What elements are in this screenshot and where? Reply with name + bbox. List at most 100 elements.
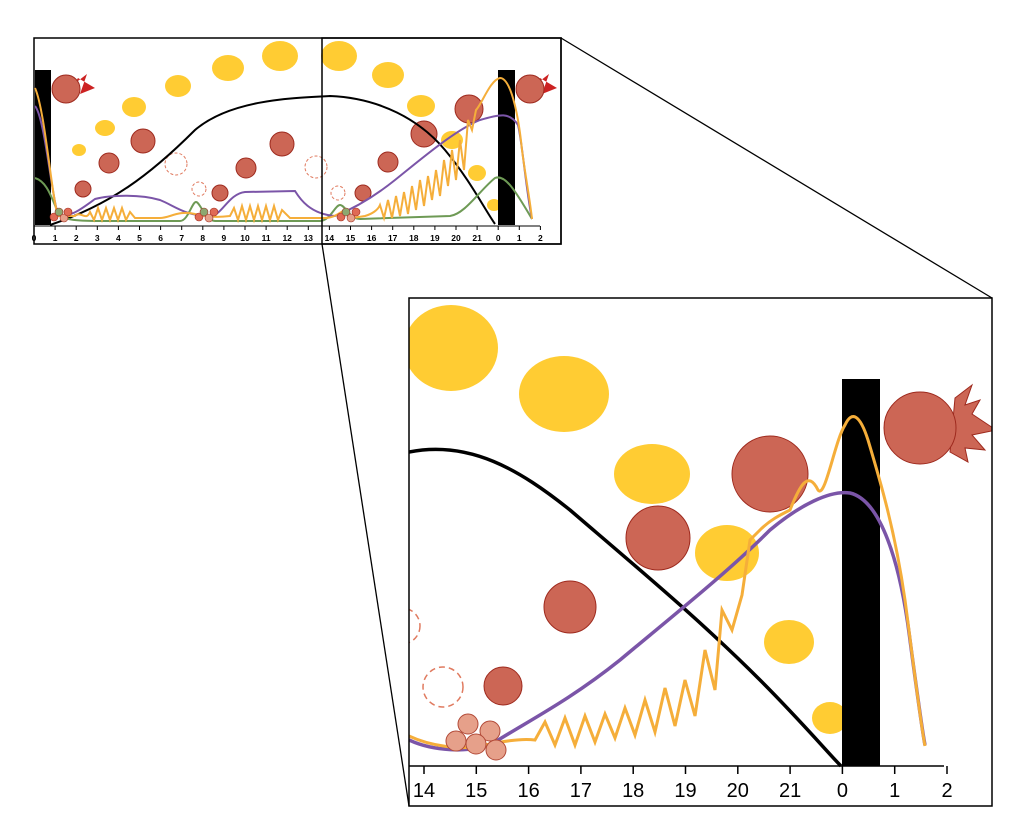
light-cell <box>445 730 467 752</box>
zoom-yellow-ellipses <box>409 305 848 734</box>
dashed-circle <box>422 666 464 708</box>
overview-cell-clusters <box>49 207 361 223</box>
overview-tick-label: 2 <box>74 233 79 243</box>
overview-tick-label: 20 <box>451 233 461 243</box>
yellow-ellipse <box>695 525 759 581</box>
yellow-ellipse <box>372 62 404 88</box>
overview-tick-label: 2 <box>538 233 543 243</box>
zoom-selection-box <box>321 37 562 245</box>
overview-tick-label: 17 <box>388 233 398 243</box>
yellow-ellipse <box>95 120 115 136</box>
overview-tick-label: 14 <box>325 233 335 243</box>
overview-black-curve <box>49 94 496 226</box>
overview-dashed-circles <box>164 152 346 201</box>
red-cell <box>235 157 257 179</box>
zoom-panel: 14 15 16 17 18 19 20 21 0 1 2 <box>408 297 993 807</box>
zoom-orange-line <box>409 415 927 750</box>
yellow-ellipse <box>212 55 244 81</box>
yellow-ellipse <box>468 165 486 181</box>
overview-tick-label: 7 <box>179 233 184 243</box>
dashed-circle <box>330 185 346 201</box>
overview-tick-label: 21 <box>472 233 482 243</box>
overview-tick-label: 1 <box>517 233 522 243</box>
yellow-ellipse <box>262 41 298 71</box>
overview-panel: 0 1 2 3 4 5 6 7 8 9 10 11 12 13 14 15 16 17 18 19 20 21 0 1 2 <box>32 37 562 245</box>
zoom-red-cells <box>483 435 809 706</box>
overview-tick-label: 19 <box>430 233 440 243</box>
overview-tick-label: 3 <box>95 233 100 243</box>
red-cell <box>130 128 156 154</box>
burst-cell <box>515 74 557 104</box>
zoom-tick-label: 20 <box>727 780 749 802</box>
zoom-tick-label: 21 <box>779 780 801 802</box>
dashed-circle <box>304 155 328 179</box>
overview-yellow-ellipses <box>72 41 501 211</box>
overview-tick-label: 1 <box>53 233 58 243</box>
light-cell <box>479 720 501 742</box>
overview-tick-label: 9 <box>222 233 227 243</box>
overview-tick-label: 4 <box>116 233 121 243</box>
red-cell <box>731 435 809 513</box>
red-cell <box>625 505 691 571</box>
yellow-ellipse <box>407 95 435 117</box>
overview-axis-ticks: 0 1 2 3 4 5 6 7 8 9 10 11 12 13 14 15 16 17 18 19 20 21 0 1 2 <box>32 226 543 243</box>
burst-cell <box>51 74 95 104</box>
zoom-black-curve <box>409 447 843 768</box>
zoom-tick-label: 19 <box>674 780 696 802</box>
zoom-connector-top <box>560 37 993 299</box>
overview-tick-label: 11 <box>262 233 271 243</box>
zoom-axis-ticks: 14 15 16 17 18 19 20 21 0 1 2 <box>413 766 953 802</box>
zoom-connector-bottom <box>321 243 410 807</box>
zoom-tick-label: 16 <box>517 780 539 802</box>
overview-black-bar-left <box>35 70 51 225</box>
yellow-ellipse <box>321 41 357 71</box>
overview-red-cells <box>74 94 484 202</box>
red-cell <box>483 666 523 706</box>
yellow-ellipse <box>409 305 498 391</box>
red-cell <box>269 131 295 157</box>
yellow-ellipse <box>519 356 609 432</box>
zoom-tick-label: 14 <box>413 780 435 802</box>
dashed-circle <box>164 152 188 176</box>
yellow-ellipse <box>72 144 86 156</box>
yellow-ellipse <box>122 97 146 117</box>
overview-tick-label: 5 <box>137 233 142 243</box>
overview-tick-label: 0 <box>32 233 37 243</box>
overview-orange-line <box>34 76 533 224</box>
zoom-tick-label: 18 <box>622 780 644 802</box>
red-cell <box>211 184 229 202</box>
red-cell <box>410 120 438 148</box>
yellow-ellipse <box>165 75 191 97</box>
dashed-circle <box>191 181 207 197</box>
zoom-tick-label: 2 <box>941 780 952 802</box>
overview-tick-label: 16 <box>367 233 377 243</box>
overview-tick-label: 0 <box>496 233 501 243</box>
red-cell <box>354 184 372 202</box>
overview-tick-label: 12 <box>282 233 292 243</box>
light-cell <box>485 739 507 761</box>
zoom-tick-label: 17 <box>570 780 592 802</box>
overview-burst-cells <box>51 74 557 104</box>
red-cell <box>377 151 399 173</box>
yellow-ellipse <box>487 199 501 211</box>
overview-purple-line <box>34 105 533 220</box>
zoom-tick-label: 15 <box>465 780 487 802</box>
zoom-tick-label: 1 <box>889 780 900 802</box>
red-cell <box>454 94 484 124</box>
zoom-black-bar <box>842 379 880 766</box>
zoom-tick-label: 0 <box>837 780 848 802</box>
red-cell <box>98 152 120 174</box>
yellow-ellipse <box>764 620 814 664</box>
dashed-circle <box>409 608 421 644</box>
overview-tick-label: 18 <box>409 233 419 243</box>
red-cell <box>543 580 597 634</box>
yellow-ellipse <box>441 131 463 149</box>
overview-tick-label: 15 <box>346 233 356 243</box>
red-cell <box>74 180 92 198</box>
overview-tick-label: 10 <box>240 233 250 243</box>
yellow-ellipse <box>614 444 690 504</box>
overview-tick-label: 8 <box>200 233 205 243</box>
zoom-dashed-circles <box>409 608 464 708</box>
yellow-ellipse <box>812 702 848 734</box>
